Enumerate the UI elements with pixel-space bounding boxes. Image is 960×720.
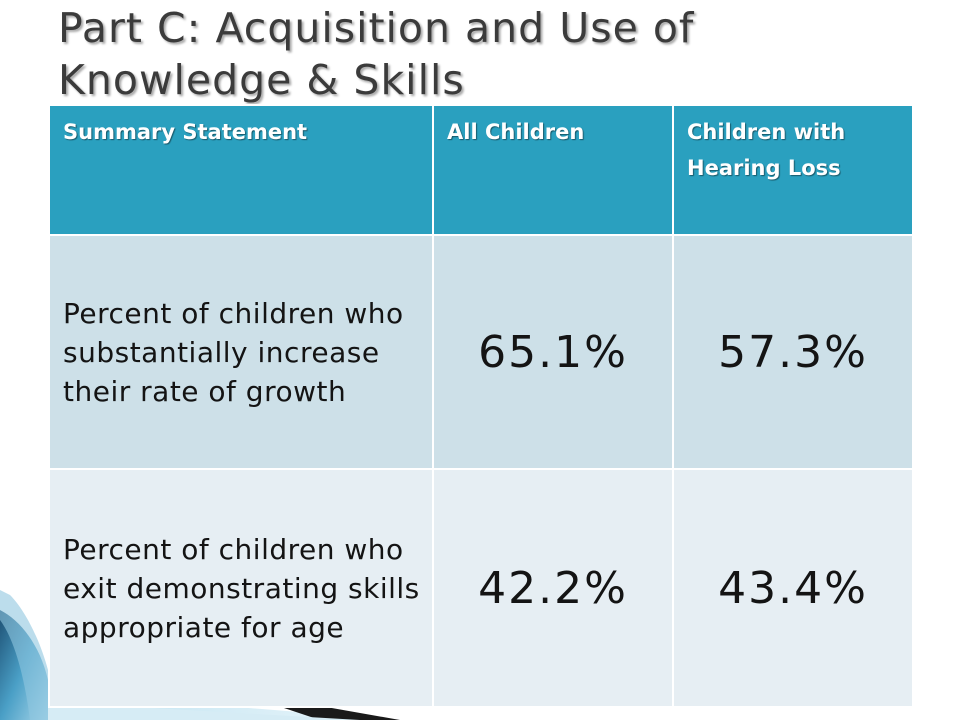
table-row: Percent of children who exit demonstrati… <box>48 468 914 708</box>
header-all-children: All Children <box>432 104 674 236</box>
header-summary-statement: Summary Statement <box>48 104 434 236</box>
slide-title-line-2: Knowledge & Skills <box>58 56 465 104</box>
summary-table: Summary Statement All Children Children … <box>48 104 914 708</box>
value-hearing-loss: 57.3% <box>672 234 914 470</box>
table-header-row: Summary Statement All Children Children … <box>48 104 914 236</box>
slide-title-line-1: Part C: Acquisition and Use of <box>58 4 695 52</box>
table-row: Percent of children who substantially in… <box>48 234 914 470</box>
slide-title: Part C: Acquisition and Use of Knowledge… <box>58 2 938 106</box>
row-statement: Percent of children who exit demonstrati… <box>48 468 434 708</box>
value-hearing-loss: 43.4% <box>672 468 914 708</box>
row-statement: Percent of children who substantially in… <box>48 234 434 470</box>
header-children-hearing-loss: Children with Hearing Loss <box>672 104 914 236</box>
value-all-children: 65.1% <box>432 234 674 470</box>
value-all-children: 42.2% <box>432 468 674 708</box>
